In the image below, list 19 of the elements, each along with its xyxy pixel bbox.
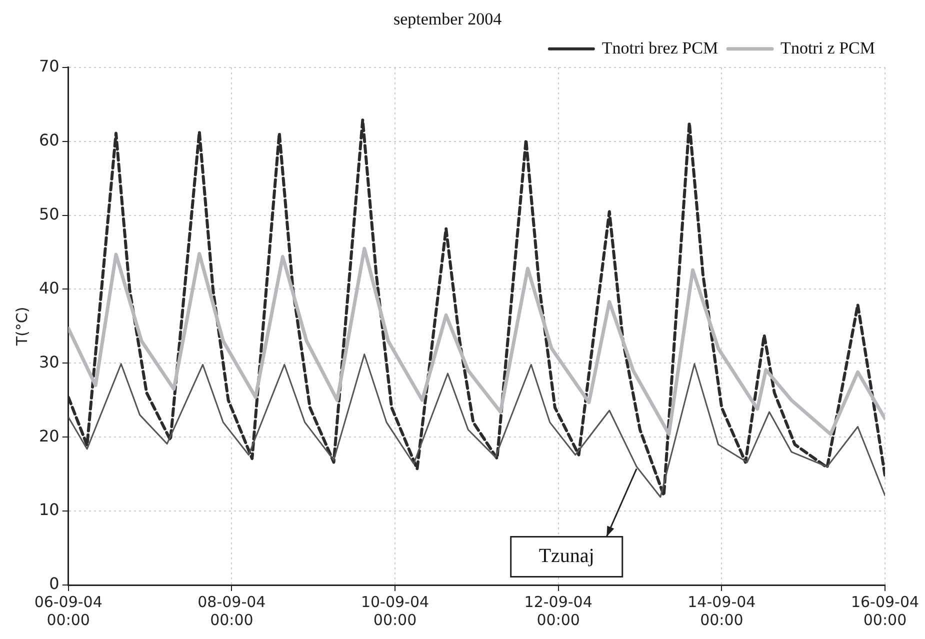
x-tick-label: 10-09-04 00:00: [360, 592, 430, 629]
x-tick-label: 12-09-04 00:00: [524, 592, 592, 629]
y-tick-label: 40: [39, 278, 60, 298]
x-tick-label: 06-09-04 00:00: [34, 592, 102, 629]
legend-label: Tnotri brez PCM: [602, 38, 718, 58]
legend-label: Tnotri z PCM: [780, 38, 876, 58]
x-tick-label: 14-09-04 00:00: [688, 592, 756, 629]
y-axis-title: T(°C): [12, 306, 31, 347]
y-tick-label: 50: [39, 204, 60, 224]
y-tick-label: 20: [39, 426, 60, 446]
y-tick-label: 30: [39, 352, 60, 372]
x-tick-label: 16-09-04 00:00: [850, 592, 920, 629]
chart-title: september 2004: [393, 10, 502, 29]
y-tick-label: 60: [39, 130, 60, 150]
annotation: Tzunaj: [538, 544, 594, 567]
y-tick-label: 70: [39, 56, 60, 76]
y-tick-label: 0: [49, 574, 60, 594]
x-tick-label: 08-09-04 00:00: [198, 592, 266, 629]
y-tick-label: 10: [39, 500, 60, 520]
